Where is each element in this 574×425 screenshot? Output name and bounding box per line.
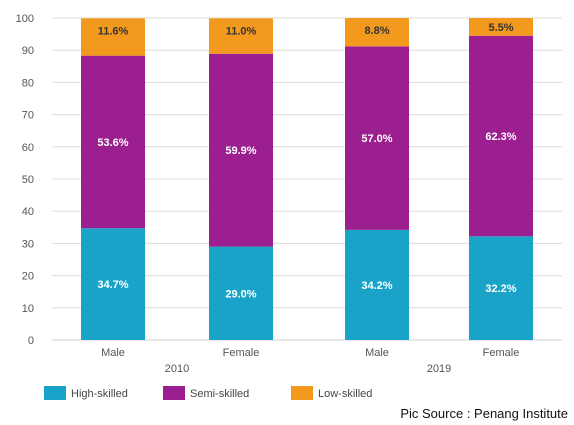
data-label: 8.8% [364,25,389,37]
bar-segment-semi-skilled [469,35,533,237]
legend-swatch [291,386,313,400]
y-tick-label: 70 [22,110,34,122]
bar-segment-semi-skilled [81,55,145,229]
bar-segment-semi-skilled [209,53,273,247]
bar-segment-low-skilled [469,18,533,36]
data-label: 5.5% [488,22,513,34]
x-category-label: Female [483,347,520,359]
data-label: 59.9% [225,145,256,157]
y-tick-label: 90 [22,45,34,57]
bar-segment-high-skilled [345,229,409,340]
x-category-label: Male [365,347,389,359]
bar-segment-high-skilled [469,236,533,340]
legend: High-skilled Semi-skilled Low-skilled [44,386,372,400]
legend-label: High-skilled [71,388,128,400]
legend-label: Low-skilled [318,388,372,400]
data-label: 11.0% [226,25,257,37]
bar-segment-semi-skilled [345,46,409,230]
x-group-label: 2019 [427,363,451,375]
data-label: 57.0% [361,133,392,145]
x-category-label: Female [223,347,260,359]
bar-segment-low-skilled [81,18,145,56]
y-tick-label: 60 [22,142,34,154]
data-label: 62.3% [485,131,516,143]
y-tick-label: 40 [22,206,34,218]
y-axis-ticks: 0 10 20 30 40 50 60 70 80 90 100 [16,13,34,347]
x-category-label: Male [101,347,125,359]
y-tick-label: 0 [28,335,34,347]
x-axis-labels: Male Female Male Female 2010 2019 [101,347,519,375]
x-group-label: 2010 [165,363,189,375]
y-tick-label: 100 [16,13,34,25]
data-label: 53.6% [97,137,128,149]
data-label: 34.2% [361,280,392,292]
y-tick-label: 20 [22,271,34,283]
legend-swatch [163,386,185,400]
legend-swatch [44,386,66,400]
bar-segment-low-skilled [345,18,409,47]
bar-segment-high-skilled [209,246,273,340]
y-tick-label: 10 [22,303,34,315]
legend-label: Semi-skilled [190,388,249,400]
y-tick-label: 50 [22,174,34,186]
y-tick-label: 30 [22,238,34,250]
data-label: 32.2% [485,283,516,295]
bar-segment-low-skilled [209,18,273,54]
y-tick-label: 80 [22,77,34,89]
bar-segment-high-skilled [81,228,145,340]
data-label: 11.6% [98,25,129,37]
data-label: 34.7% [97,279,128,291]
data-label: 29.0% [225,288,256,300]
source-label: Pic Source : Penang Institute [400,406,568,421]
bars: 34.7% 53.6% 11.6% 29.0% 59.9% 11.0% 34.2% 57.0%… [81,18,533,340]
